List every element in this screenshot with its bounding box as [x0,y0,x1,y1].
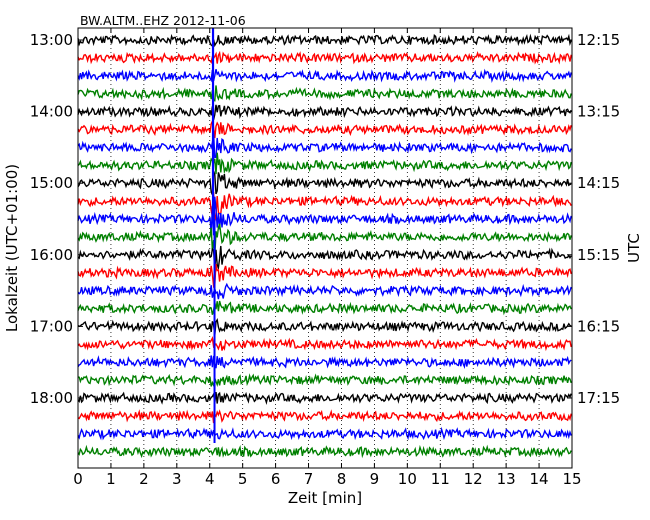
x-axis-label: Zeit [min] [288,489,362,507]
x-tick-label: 11 [431,470,450,488]
left-y-axis-ticks: 13:00 14:00 15:00 16:00 17:00 18:00 [30,31,83,407]
x-tick-label: 2 [139,470,149,488]
trace-17 [77,335,572,352]
left-tick-label: 13:00 [30,31,73,49]
trace-8 [77,170,572,195]
trace-23 [77,444,572,459]
trace-18 [77,355,572,370]
x-tick-label: 9 [370,470,380,488]
x-tick-label: 15 [562,470,581,488]
right-tick-label: 16:15 [577,317,620,335]
trace-3 [77,85,572,102]
trace-11 [77,223,572,257]
x-tick-label: 4 [205,470,215,488]
trace-7 [77,152,572,175]
left-y-axis-label: Lokalzeit (UTC+01:00) [3,164,21,332]
x-tick-label: 7 [304,470,314,488]
trace-4 [77,104,572,120]
trace-9 [77,191,572,222]
left-tick-label: 18:00 [30,389,73,407]
left-tick-label: 16:00 [30,246,73,264]
trace-19 [77,373,572,388]
right-tick-label: 14:15 [577,174,620,192]
right-tick-label: 13:15 [577,103,620,121]
chart-title: BW.ALTM..EHZ 2012-11-06 [80,13,246,28]
x-tick-label: 1 [106,470,116,488]
trace-12 [77,245,572,272]
trace-2 [77,68,572,84]
trace-5 [77,118,572,139]
seismogram-traces [77,28,572,459]
trace-6 [77,133,572,159]
x-axis-ticks: 0 1 2 3 4 5 6 7 8 9 10 11 12 13 14 15 [73,28,582,488]
x-tick-label: 10 [398,470,417,488]
x-tick-label: 12 [464,470,483,488]
right-y-axis-label: UTC [625,233,643,263]
left-tick-label: 17:00 [30,317,73,335]
trace-21 [77,409,572,424]
right-tick-label: 17:15 [577,389,620,407]
x-tick-label: 14 [530,470,549,488]
trace-22 [77,426,572,441]
right-y-axis-ticks: 12:15 13:15 14:15 15:15 16:15 17:15 [567,31,620,407]
trace-10 [77,196,572,236]
trace-0 [77,33,572,48]
x-tick-label: 0 [73,470,83,488]
right-tick-label: 12:15 [577,31,620,49]
trace-16 [77,318,572,336]
x-tick-label: 8 [337,470,347,488]
left-tick-label: 15:00 [30,174,73,192]
right-tick-label: 15:15 [577,246,620,264]
plot-frame [77,27,573,469]
left-tick-label: 14:00 [30,103,73,121]
trace-20 [77,391,572,405]
x-tick-label: 5 [238,470,248,488]
trace-14 [77,282,572,300]
trace-13 [77,263,572,289]
trace-15 [77,300,572,316]
trace-1 [77,50,572,65]
x-tick-label: 3 [172,470,182,488]
x-tick-label: 13 [497,470,516,488]
vertical-gridlines [110,28,540,468]
x-tick-label: 6 [271,470,281,488]
